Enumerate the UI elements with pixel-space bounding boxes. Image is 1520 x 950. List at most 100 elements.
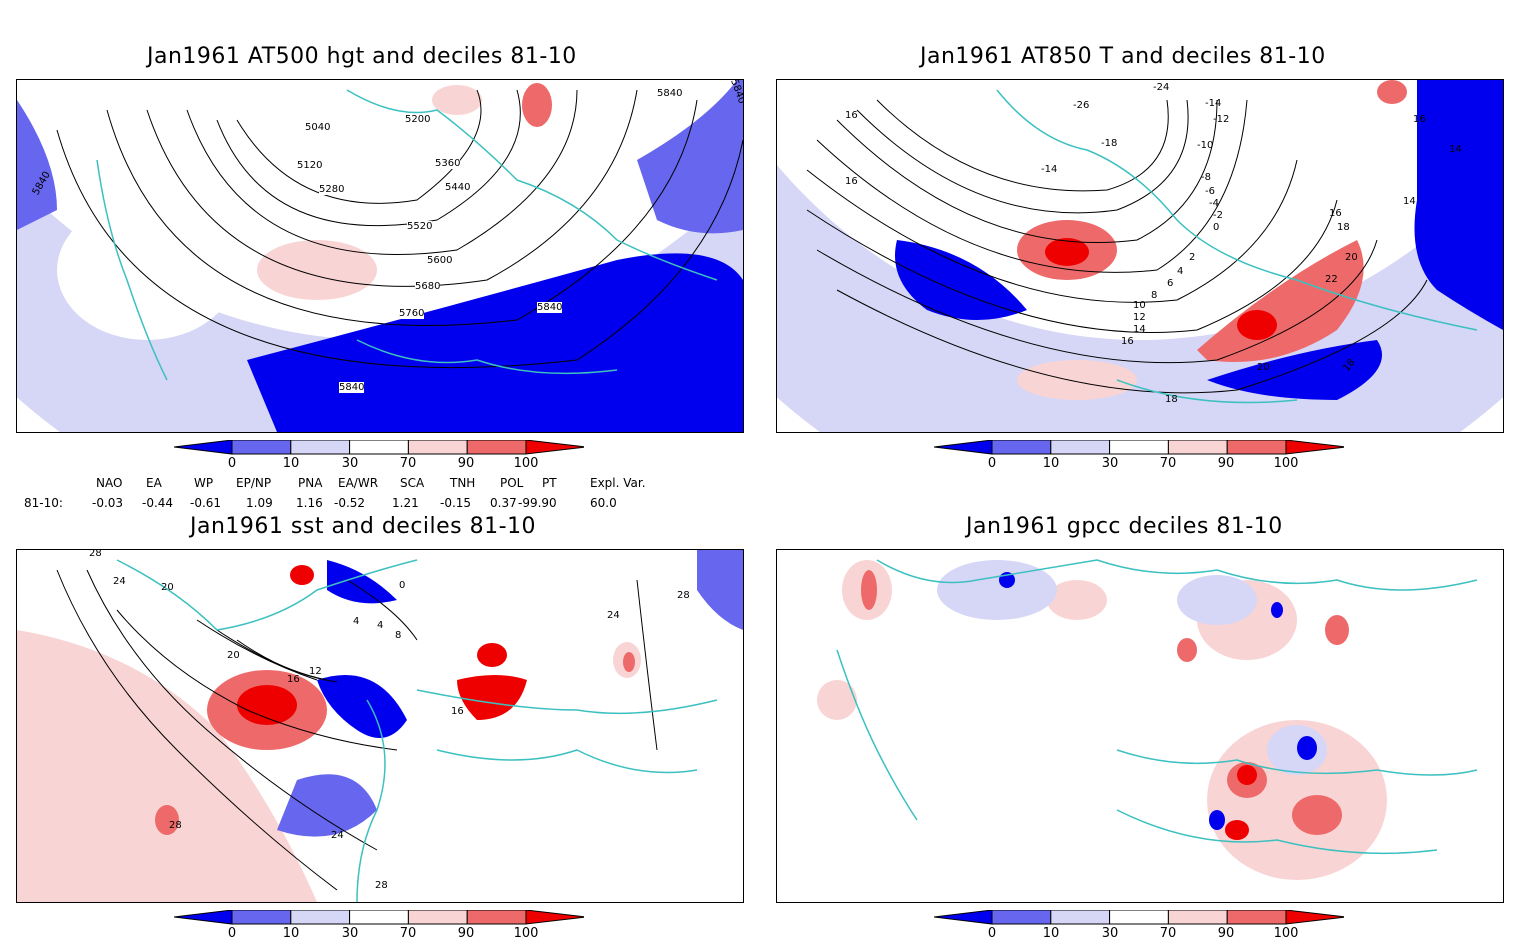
map-canvas-sst: [17, 550, 743, 902]
index-value: -0.44: [142, 496, 174, 510]
colorbar-tick-label: 90: [457, 456, 475, 471]
map-panel-sst: 28 24 20 0 4 4 8 12 16 20 24 28 28 16 24…: [16, 549, 744, 903]
panel-title-hgt500: Jan1961 AT500 hgt and deciles 81-10: [147, 44, 577, 69]
contour-label: 5280: [319, 184, 345, 195]
contour-label: 5120: [297, 160, 323, 171]
colorbar-swatch: [466, 440, 527, 455]
contour-label: 5520: [407, 221, 433, 232]
index-value: 60.0: [590, 496, 617, 510]
colorbar-tick-label: 70: [1159, 456, 1177, 471]
colorbar-tick-label: 30: [1101, 926, 1119, 941]
contour-label: 0: [399, 580, 406, 591]
contour-label: 20: [1257, 362, 1270, 373]
contour-label: 28: [89, 549, 102, 559]
index-header: PT: [542, 476, 557, 490]
contour-label: 5200: [405, 114, 431, 125]
contour-label: 2: [1189, 252, 1196, 263]
contour-label: 5360: [435, 158, 461, 169]
index-header: PNA: [298, 476, 323, 490]
index-header: SCA: [400, 476, 425, 490]
colorbar-swatch: [1226, 440, 1287, 455]
colorbar-gpcc: 0 10 30 70 90 100: [934, 910, 1344, 950]
index-header: EA/WR: [338, 476, 379, 490]
contour-label: 5040: [305, 122, 331, 133]
contour-label: 28: [677, 590, 690, 601]
index-value: 1.21: [392, 496, 419, 510]
colorbar-swatch: [290, 910, 351, 925]
contour-label: 4: [1177, 266, 1184, 277]
contour-label: 5760: [399, 308, 425, 319]
contour-label: -24: [1153, 82, 1170, 93]
colorbar-tick-label: 30: [341, 926, 359, 941]
colorbar-arrow-low: [174, 910, 233, 925]
index-header: TNH: [450, 476, 476, 490]
contour-label: 12: [309, 666, 322, 677]
index-header: NAO: [96, 476, 123, 490]
contour-label: 24: [113, 576, 126, 587]
colorbar-swatch: [349, 910, 409, 925]
index-value: 0.37: [490, 496, 517, 510]
contour-label: 16: [1121, 336, 1134, 347]
map-panel-gpcc: [776, 549, 1504, 903]
index-header: WP: [194, 476, 214, 490]
contour-label: -6: [1205, 186, 1215, 197]
colorbar-swatch: [1050, 440, 1111, 455]
index-value: -0.52: [334, 496, 366, 510]
contour-label: 4: [353, 616, 360, 627]
contour-label: 20: [227, 650, 240, 661]
colorbar-swatch: [991, 440, 1052, 455]
contour-label: -10: [1197, 140, 1214, 151]
colorbar-tick-label: 70: [399, 926, 417, 941]
colorbar-tick-label: 90: [457, 926, 475, 941]
contour-label: -14: [1205, 98, 1222, 109]
contour-label: 8: [395, 630, 402, 641]
teleconnection-index-table: NAO EA WP EP/NP PNA EA/WR SCA TNH POL PT…: [0, 476, 700, 516]
colorbar-sst: 0 10 30 70 90 100: [174, 910, 584, 950]
colorbar-swatch: [1167, 910, 1228, 925]
contour-label: 20: [161, 582, 174, 593]
index-header: Expl. Var.: [590, 476, 646, 490]
index-value: -0.03: [92, 496, 124, 510]
colorbar-swatch: [466, 910, 527, 925]
map-canvas-gpcc: [817, 559, 1478, 880]
index-value: -99.90: [518, 496, 557, 510]
index-header: EA: [146, 476, 162, 490]
map-panel-t850: -26 -24 -14 -12 -18 -10 -14 -8 -6 -4 -2 …: [776, 79, 1504, 433]
contour-label: -4: [1209, 198, 1219, 209]
contour-label: 0: [1213, 222, 1220, 233]
contour-label: 5840: [339, 382, 365, 393]
contour-label: -12: [1213, 114, 1230, 125]
colorbar-swatch: [349, 440, 409, 455]
contour-label: 16: [451, 706, 464, 717]
contour-label: 14: [1449, 144, 1462, 155]
colorbar-swatch: [407, 910, 468, 925]
map-canvas-hgt500: [17, 80, 743, 432]
colorbar-tick-label: 10: [1042, 456, 1060, 471]
contour-label: 24: [331, 830, 344, 841]
colorbar-tick-label: 10: [282, 926, 300, 941]
colorbar-tick-label: 100: [513, 456, 539, 471]
contour-label: 8: [1151, 290, 1158, 301]
colorbar-tick-label: 0: [227, 926, 237, 941]
colorbar-tick-label: 90: [1217, 926, 1235, 941]
contour-label: 10: [1133, 300, 1146, 311]
index-row-label: 81-10:: [24, 496, 63, 510]
panel-title-gpcc: Jan1961 gpcc deciles 81-10: [966, 514, 1283, 539]
colorbar-tick-label: 100: [513, 926, 539, 941]
colorbar-tick-label: 0: [987, 456, 997, 471]
contour-label: 14: [1403, 196, 1416, 207]
contour-label: 28: [169, 820, 182, 831]
contour-label: 28: [375, 880, 388, 891]
index-value: -0.15: [440, 496, 472, 510]
index-header: POL: [500, 476, 524, 490]
map-panel-hgt500: 5040 5200 5120 5360 5280 5440 5520 5600 …: [16, 79, 744, 433]
contour-label: 12: [1133, 312, 1146, 323]
colorbar-arrow-high: [525, 440, 584, 455]
colorbar-tick-label: 100: [1273, 926, 1299, 941]
contour-label: -26: [1073, 100, 1090, 111]
colorbar-t850: 0 10 30 70 90 100: [934, 440, 1344, 480]
contour-label: 16: [287, 674, 300, 685]
panel-title-sst: Jan1961 sst and deciles 81-10: [190, 514, 537, 539]
contour-label: 18: [1337, 222, 1350, 233]
colorbar-swatch: [231, 440, 292, 455]
